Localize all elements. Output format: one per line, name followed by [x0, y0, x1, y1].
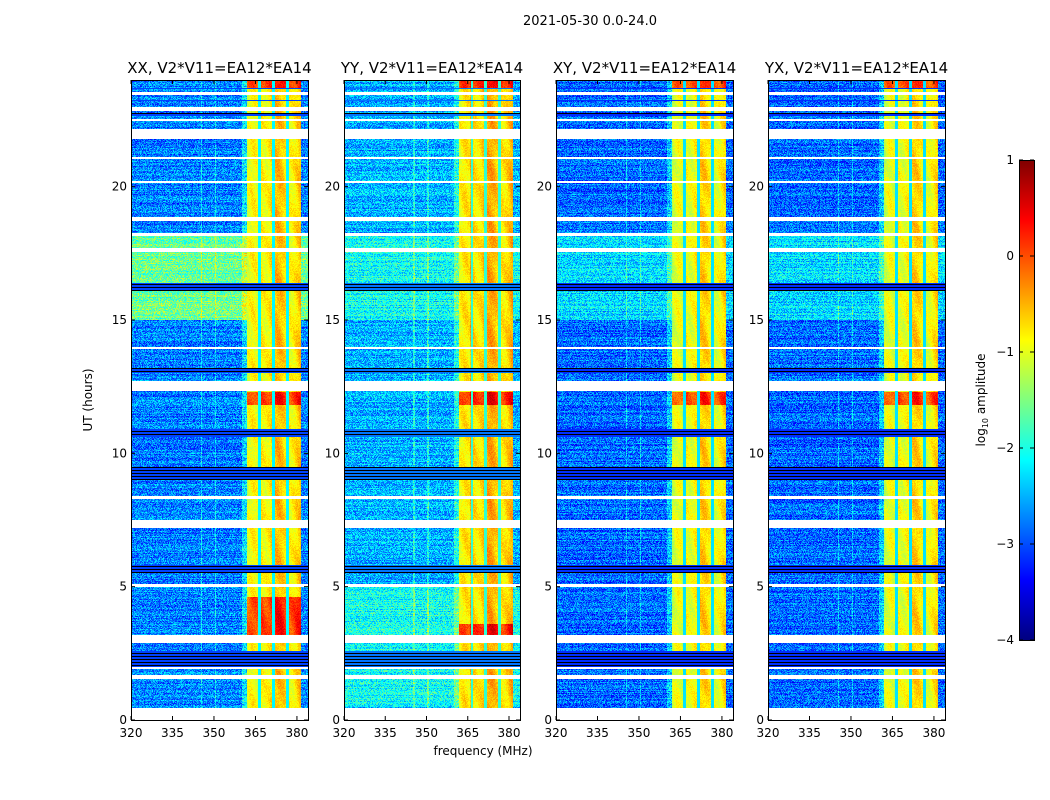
panel-title-xx: XX, V2*V11=EA12*EA14 — [127, 59, 312, 77]
y-tick-label: 15 — [537, 313, 552, 327]
y-tick-label: 5 — [119, 580, 127, 594]
x-tick-label: 320 — [545, 726, 568, 740]
x-tick-label: 380 — [922, 726, 945, 740]
colorbar-gradient — [1019, 160, 1034, 640]
x-tick-label: 350 — [203, 726, 226, 740]
colorbar-tick-label: −1 — [996, 345, 1014, 359]
y-tick-label: 0 — [544, 713, 552, 727]
y-tick-label: 15 — [112, 313, 127, 327]
colorbar-tick-label: 1 — [1006, 153, 1014, 167]
colorbar-label-log: log — [973, 428, 988, 447]
colorbar-label-rest: amplitude — [973, 353, 988, 418]
y-tick-label: 20 — [749, 180, 764, 194]
x-tick-label: 350 — [628, 726, 651, 740]
x-tick-label: 335 — [586, 726, 609, 740]
colorbar-tick-label: −4 — [996, 633, 1014, 647]
y-tick-label: 15 — [325, 313, 340, 327]
panel-frame — [556, 80, 734, 721]
y-axis-label: UT (hours) — [81, 368, 95, 432]
panel-frame — [344, 80, 521, 721]
x-tick-label: 335 — [161, 726, 184, 740]
x-tick-label: 380 — [285, 726, 308, 740]
x-tick-label: 365 — [881, 726, 904, 740]
x-tick-label: 365 — [244, 726, 267, 740]
panel-frame — [131, 80, 309, 721]
panel-frame — [768, 80, 946, 721]
y-tick-label: 10 — [749, 446, 764, 460]
y-tick-label: 10 — [325, 446, 340, 460]
x-axis-label: frequency (MHz) — [433, 744, 533, 758]
heatmap-yx — [768, 80, 945, 720]
figure-title: 2021-05-30 0.0-24.0 — [523, 14, 657, 29]
y-tick-label: 20 — [112, 180, 127, 194]
panel-title-yx: YX, V2*V11=EA12*EA14 — [764, 59, 949, 77]
y-tick-label: 5 — [756, 580, 764, 594]
panel-title-yy: YY, V2*V11=EA12*EA14 — [340, 59, 524, 77]
x-tick-label: 335 — [374, 726, 397, 740]
x-tick-label: 350 — [415, 726, 438, 740]
colorbar-label-sub: 10 — [981, 417, 991, 429]
heatmap-yy — [344, 80, 520, 720]
x-tick-label: 335 — [798, 726, 821, 740]
heatmap-xy — [556, 80, 733, 720]
y-tick-label: 5 — [332, 580, 340, 594]
x-tick-label: 365 — [669, 726, 692, 740]
heatmap-xx — [131, 80, 308, 720]
colorbar-label: log10 amplitude — [974, 354, 990, 447]
y-tick-label: 0 — [332, 713, 340, 727]
colorbar-tick-label: −3 — [996, 537, 1014, 551]
y-tick-label: 15 — [749, 313, 764, 327]
x-tick-label: 320 — [120, 726, 143, 740]
y-tick-label: 20 — [537, 180, 552, 194]
y-tick-label: 20 — [325, 180, 340, 194]
x-tick-label: 320 — [333, 726, 356, 740]
x-tick-label: 365 — [456, 726, 479, 740]
x-tick-label: 380 — [498, 726, 521, 740]
colorbar-tick-label: 0 — [1006, 249, 1014, 263]
y-tick-label: 10 — [112, 446, 127, 460]
y-tick-label: 5 — [544, 580, 552, 594]
x-tick-label: 350 — [840, 726, 863, 740]
y-tick-label: 10 — [537, 446, 552, 460]
x-tick-label: 380 — [710, 726, 733, 740]
colorbar-frame — [1019, 160, 1035, 641]
colorbar-tick-label: −2 — [996, 441, 1014, 455]
panel-title-xy: XY, V2*V11=EA12*EA14 — [552, 59, 737, 77]
y-tick-label: 0 — [119, 713, 127, 727]
x-tick-label: 320 — [757, 726, 780, 740]
y-tick-label: 0 — [756, 713, 764, 727]
